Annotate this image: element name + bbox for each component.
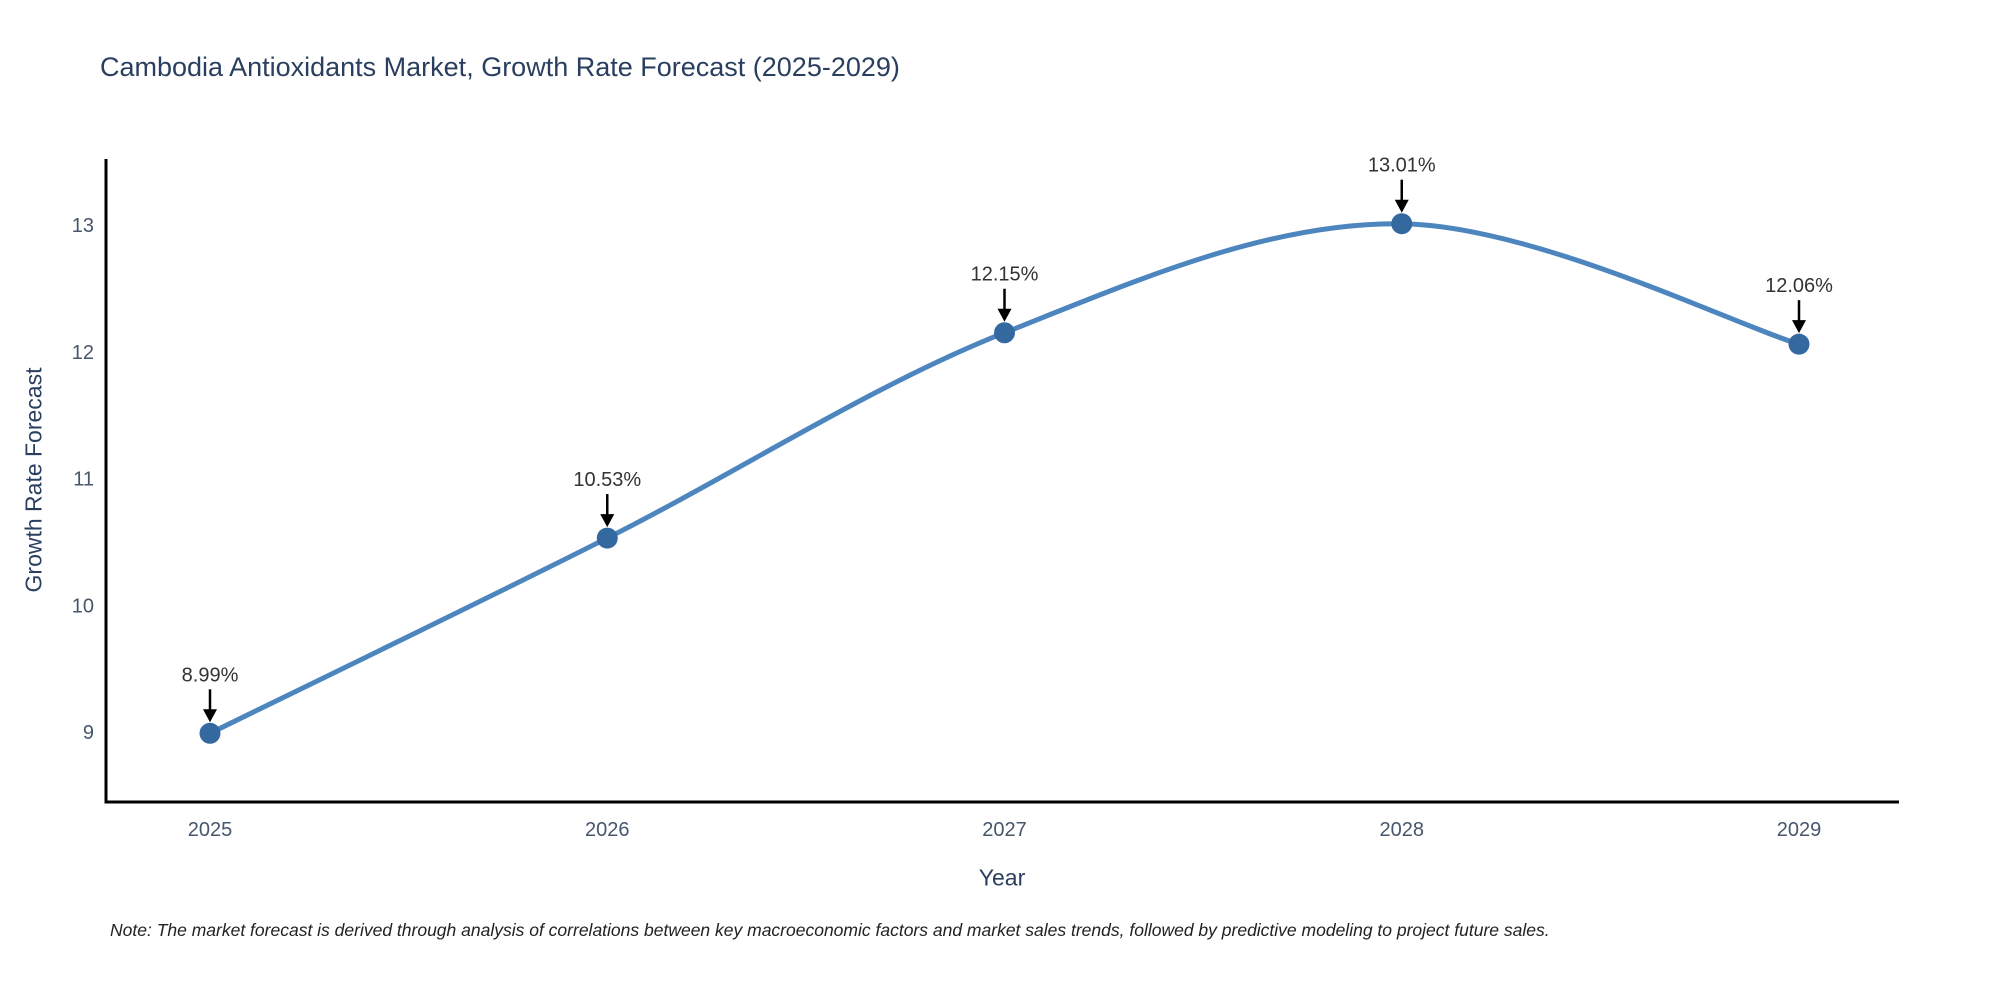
annotation-label: 13.01% (1368, 155, 1436, 177)
data-point-marker[interactable] (1788, 333, 1810, 355)
y-tick-label: 13 (72, 215, 94, 237)
x-axis-title: Year (978, 864, 1026, 891)
data-point-marker[interactable] (596, 527, 618, 549)
x-tick-label: 2025 (188, 819, 233, 841)
x-tick-label: 2028 (1380, 819, 1425, 841)
y-tick-label: 9 (83, 722, 94, 744)
annotation-arrowhead (600, 514, 615, 528)
annotation-label: 10.53% (573, 469, 641, 491)
data-point-marker[interactable] (994, 322, 1015, 344)
y-tick-label: 10 (72, 595, 94, 617)
chart-title: Cambodia Antioxidants Market, Growth Rat… (100, 52, 900, 82)
data-point-marker[interactable] (199, 722, 221, 744)
footnote: Note: The market forecast is derived thr… (110, 920, 1550, 940)
y-tick-label: 11 (73, 469, 94, 491)
x-tick-label: 2029 (1777, 819, 1822, 841)
data-point-marker[interactable] (1391, 213, 1413, 235)
annotation-label: 8.99% (182, 664, 239, 686)
annotation-arrowhead (1792, 320, 1806, 334)
annotation-arrowhead (203, 709, 217, 723)
annotation-arrowhead (997, 308, 1012, 322)
annotation-label: 12.15% (971, 264, 1039, 286)
axis-lines (104, 159, 1899, 804)
y-tick-label: 12 (72, 342, 94, 364)
x-tick-label: 2026 (585, 819, 630, 841)
annotation-label: 12.06% (1765, 275, 1833, 297)
x-tick-label: 2027 (982, 819, 1027, 841)
annotation-arrowhead (1394, 199, 1409, 213)
